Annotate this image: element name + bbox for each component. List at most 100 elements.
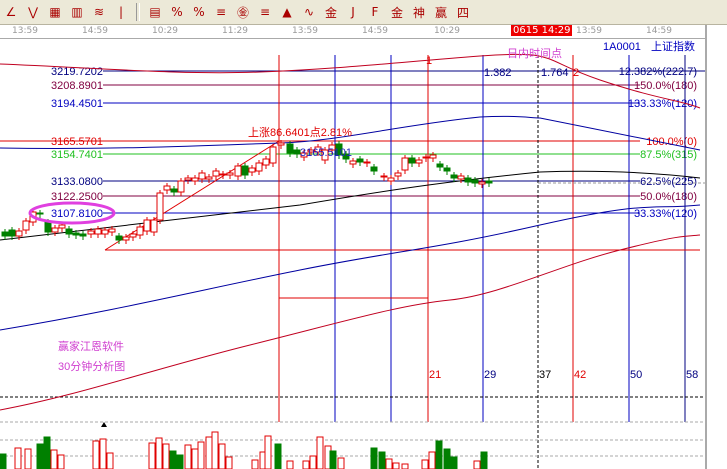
watermark-line-2: 30分钟分析图 — [58, 359, 125, 373]
gold-tool-icon[interactable]: 金 — [324, 5, 337, 20]
candle-up — [156, 192, 164, 221]
volume-bar — [211, 431, 219, 469]
cycle-tool-icon[interactable]: ∿ — [303, 5, 315, 19]
candle-down — [443, 167, 451, 172]
candle-up — [212, 170, 220, 177]
volume-bar — [370, 447, 378, 469]
time-tick: 13:59 — [12, 26, 38, 36]
candle-up — [198, 172, 206, 180]
volume-bar — [99, 438, 107, 469]
candle-up — [94, 228, 102, 235]
volume-bar — [401, 463, 409, 469]
candle-up — [248, 167, 256, 173]
volume-bar — [225, 456, 233, 469]
time-cycle-number: 29 — [484, 369, 496, 381]
crosshair-time-label: 0615 14:29 — [511, 25, 573, 36]
volume-bar — [176, 454, 184, 469]
candle-up — [262, 158, 270, 166]
candle-up — [184, 177, 192, 181]
percent-tool-icon[interactable]: % — [193, 5, 205, 19]
gold-level-tool-icon[interactable]: ≡ — [259, 5, 271, 19]
volume-bar — [428, 451, 436, 469]
percent-line-tool-icon[interactable]: % — [171, 5, 183, 19]
candle-up — [401, 157, 409, 171]
time-cycle-number: 50 — [630, 369, 642, 381]
price-level-label: 3133.0800 — [51, 176, 103, 188]
j-angle-tool-icon[interactable]: J — [351, 5, 355, 19]
candle-up — [129, 233, 137, 238]
candle-down — [36, 212, 44, 215]
candle-down — [65, 228, 73, 235]
time-axis: 13:59 14:59 10:29 11:29 13:59 14:59 10:2… — [0, 25, 705, 39]
candle-up — [300, 152, 308, 158]
toolbar-separator — [136, 3, 140, 21]
grid-tool-icon[interactable]: ▥ — [71, 5, 83, 19]
ratio-label: 150.0%(180) — [634, 80, 697, 92]
candle-up — [101, 229, 109, 235]
candle-up — [150, 219, 158, 233]
bar-tool-icon[interactable]: ▤ — [149, 5, 161, 19]
candle-up — [380, 175, 388, 178]
price-level-label: 3107.8100 — [51, 208, 103, 220]
volume-bar — [450, 456, 458, 469]
gold-circle-tool-icon[interactable]: ㊎ — [236, 5, 249, 20]
percent-level-tool-icon[interactable]: ≡ — [215, 5, 227, 19]
volume-bar — [24, 448, 32, 469]
candle-down — [450, 174, 458, 179]
volume-bar — [316, 436, 324, 469]
angle-tool-2-icon[interactable]: 赢 — [434, 5, 447, 20]
candle-down — [1, 231, 9, 237]
candle-up — [307, 149, 315, 153]
upper-ma-curve — [0, 115, 701, 151]
time-cycle-number: 58 — [686, 369, 698, 381]
price-level-label: 3154.7401 — [51, 149, 103, 161]
candle-up — [415, 159, 423, 164]
candle-up — [108, 228, 116, 233]
symbol-code: 1A0001 — [603, 41, 641, 53]
price-level-label: 3194.4501 — [51, 98, 103, 110]
volume-bar — [251, 459, 259, 469]
lower-band-curve — [0, 234, 701, 411]
parallel-tool-icon[interactable]: | — [118, 5, 124, 19]
upper-band-curve — [0, 53, 701, 109]
time-tick: 13:59 — [292, 26, 318, 36]
volume-bar — [191, 448, 199, 469]
gold-angle-tool-icon[interactable]: 金 — [390, 5, 403, 20]
candle-up — [478, 181, 486, 185]
fan-tool-icon[interactable]: ⋁ — [28, 5, 38, 19]
volume-bar — [274, 443, 282, 469]
candle-up — [457, 175, 465, 180]
marker-triangle-icon — [101, 422, 107, 427]
candle-down — [115, 235, 123, 241]
intraday-time-label: 日内时间点 — [507, 46, 562, 60]
peak-price-label: 3165.5101 — [300, 147, 352, 159]
candle-down — [471, 179, 479, 184]
rise-diagonal — [104, 140, 280, 251]
candle-up — [205, 176, 213, 180]
time-tick: 14:59 — [362, 26, 388, 36]
candle-up — [255, 162, 263, 172]
volume-bar — [106, 452, 114, 469]
ratio-label: 100.0%(0) — [646, 136, 697, 148]
volume-bar — [169, 450, 177, 469]
ratio-label: 133.33%(120) — [628, 98, 697, 110]
ratio-label: 62.5%(225) — [640, 176, 697, 188]
line-tool-icon[interactable]: ∠ — [5, 5, 17, 19]
fib-ratio-1: 1.382 — [484, 67, 512, 79]
angle-tool-3-icon[interactable]: 四 — [456, 5, 469, 20]
arrow-tool-icon[interactable]: ▲ — [282, 5, 292, 19]
candle-up — [143, 219, 151, 232]
ratio-label: 50.0%(180) — [640, 191, 697, 203]
volume-bar — [329, 450, 337, 469]
chart-right-border — [705, 25, 707, 469]
time-cycle-number: 21 — [429, 369, 441, 381]
time-tick: 14:59 — [646, 26, 672, 36]
candle-up — [314, 146, 322, 153]
angle-tool-1-icon[interactable]: 神 — [412, 5, 425, 20]
zigzag-tool-icon[interactable]: ▦ — [49, 5, 61, 19]
ratio-label: 87.5%(315) — [640, 149, 697, 161]
grid-box-tool-icon[interactable]: ≋ — [93, 5, 105, 19]
volume-bar — [36, 443, 44, 469]
f-angle-tool-icon[interactable]: F — [371, 5, 379, 19]
